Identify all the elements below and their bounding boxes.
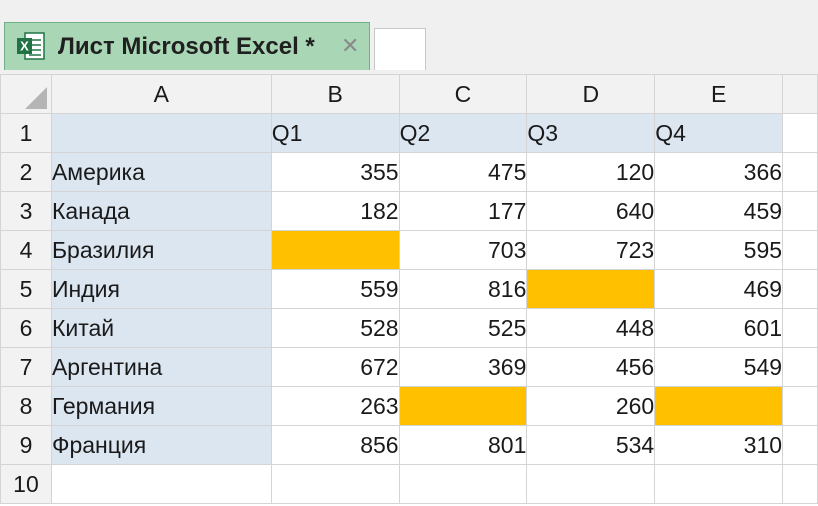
cell[interactable]: [50, 464, 272, 504]
table-row: 10: [0, 464, 818, 504]
cell-e1[interactable]: Q4: [654, 113, 784, 153]
cell[interactable]: [782, 191, 818, 231]
excel-icon: X: [17, 32, 45, 60]
value-cell[interactable]: 534: [526, 425, 656, 465]
value-cell[interactable]: 260: [526, 386, 656, 426]
value-cell[interactable]: 469: [654, 269, 784, 309]
value-cell[interactable]: 263: [270, 386, 400, 426]
value-cell[interactable]: 355: [270, 152, 400, 192]
country-label-cell[interactable]: Китай: [50, 308, 272, 348]
value-cell[interactable]: 448: [526, 308, 656, 348]
value-cell[interactable]: 310: [654, 425, 784, 465]
cell-b1[interactable]: Q1: [270, 113, 400, 153]
table-row: 6 Китай 528 525 448 601: [0, 308, 818, 348]
row-header[interactable]: 8: [0, 386, 52, 426]
value-cell[interactable]: 816: [398, 269, 528, 309]
table-row: 9 Франция 856 801 534 310: [0, 425, 818, 465]
empty-highlighted-cell[interactable]: [654, 386, 784, 426]
column-header-e[interactable]: E: [654, 74, 784, 114]
cell[interactable]: [782, 113, 818, 153]
value-cell[interactable]: 475: [398, 152, 528, 192]
value-cell[interactable]: 182: [270, 191, 400, 231]
cell[interactable]: [782, 386, 818, 426]
cell[interactable]: [782, 347, 818, 387]
country-label-cell[interactable]: Индия: [50, 269, 272, 309]
row-header[interactable]: 7: [0, 347, 52, 387]
column-header-c[interactable]: C: [398, 74, 528, 114]
table-row: 4 Бразилия 703 723 595: [0, 230, 818, 270]
table-row: 7 Аргентина 672 369 456 549: [0, 347, 818, 387]
value-cell[interactable]: 595: [654, 230, 784, 270]
value-cell[interactable]: 723: [526, 230, 656, 270]
value-cell[interactable]: 856: [270, 425, 400, 465]
column-header-b[interactable]: B: [270, 74, 400, 114]
row-header[interactable]: 2: [0, 152, 52, 192]
value-cell[interactable]: 559: [270, 269, 400, 309]
country-label-cell[interactable]: Америка: [50, 152, 272, 192]
value-cell[interactable]: 456: [526, 347, 656, 387]
country-label-cell[interactable]: Аргентина: [50, 347, 272, 387]
value-cell[interactable]: 177: [398, 191, 528, 231]
cell[interactable]: [526, 464, 656, 504]
table-row: 1 Q1 Q2 Q3 Q4: [0, 113, 818, 153]
tab-bar: X Лист Microsoft Excel * ✕: [0, 0, 818, 74]
value-cell[interactable]: 672: [270, 347, 400, 387]
table-row: 2 Америка 355 475 120 366: [0, 152, 818, 192]
row-header[interactable]: 3: [0, 191, 52, 231]
country-label-cell[interactable]: Германия: [50, 386, 272, 426]
row-header[interactable]: 10: [0, 464, 52, 504]
cell[interactable]: [654, 464, 784, 504]
value-cell[interactable]: 703: [398, 230, 528, 270]
table-row: 3 Канада 182 177 640 459: [0, 191, 818, 231]
column-header-a[interactable]: A: [50, 74, 272, 114]
table-row: 5 Индия 559 816 469: [0, 269, 818, 309]
cell-a1[interactable]: [50, 113, 272, 153]
empty-highlighted-cell[interactable]: [526, 269, 656, 309]
new-tab-button[interactable]: [374, 28, 426, 70]
value-cell[interactable]: 528: [270, 308, 400, 348]
cell[interactable]: [782, 425, 818, 465]
value-cell[interactable]: 601: [654, 308, 784, 348]
workbook-tab[interactable]: X Лист Microsoft Excel * ✕: [4, 22, 370, 70]
country-label-cell[interactable]: Франция: [50, 425, 272, 465]
cell[interactable]: [782, 269, 818, 309]
empty-highlighted-cell[interactable]: [398, 386, 528, 426]
cell-c1[interactable]: Q2: [398, 113, 528, 153]
value-cell[interactable]: 459: [654, 191, 784, 231]
cell[interactable]: [782, 308, 818, 348]
value-cell[interactable]: 640: [526, 191, 656, 231]
value-cell[interactable]: 801: [398, 425, 528, 465]
cell[interactable]: [782, 152, 818, 192]
cell[interactable]: [782, 230, 818, 270]
close-icon[interactable]: ✕: [341, 33, 360, 58]
tab-title: Лист Microsoft Excel *: [58, 33, 315, 60]
row-header[interactable]: 5: [0, 269, 52, 309]
cell[interactable]: [782, 464, 818, 504]
value-cell[interactable]: 120: [526, 152, 656, 192]
value-cell[interactable]: 525: [398, 308, 528, 348]
value-cell[interactable]: 369: [398, 347, 528, 387]
country-label-cell[interactable]: Канада: [50, 191, 272, 231]
table-row: 8 Германия 263 260: [0, 386, 818, 426]
svg-text:X: X: [20, 39, 29, 54]
value-cell[interactable]: 366: [654, 152, 784, 192]
cell[interactable]: [398, 464, 528, 504]
column-header-next[interactable]: [782, 74, 818, 114]
column-header-d[interactable]: D: [526, 74, 656, 114]
cell-d1[interactable]: Q3: [526, 113, 656, 153]
row-header[interactable]: 1: [0, 113, 52, 153]
value-cell[interactable]: 549: [654, 347, 784, 387]
country-label-cell[interactable]: Бразилия: [50, 230, 272, 270]
select-all-icon: [24, 87, 47, 109]
row-header[interactable]: 9: [0, 425, 52, 465]
spreadsheet-grid: A B C D E 1 Q1 Q2 Q3 Q4 2 Америка 355 475 120 366 3 Канад…: [0, 74, 818, 504]
row-header[interactable]: 4: [0, 230, 52, 270]
select-all-corner[interactable]: [0, 74, 52, 114]
row-header[interactable]: 6: [0, 308, 52, 348]
cell[interactable]: [270, 464, 400, 504]
empty-highlighted-cell[interactable]: [270, 230, 400, 270]
